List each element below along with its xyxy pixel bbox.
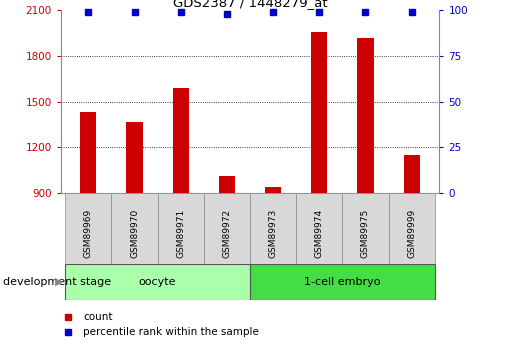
- Text: GSM89999: GSM89999: [407, 209, 416, 258]
- Bar: [219, 176, 235, 193]
- Text: oocyte: oocyte: [139, 277, 176, 287]
- Bar: [80, 112, 96, 193]
- Text: development stage: development stage: [3, 277, 111, 287]
- Text: GSM89972: GSM89972: [222, 209, 231, 258]
- Text: GSM89970: GSM89970: [130, 209, 139, 258]
- Text: GSM89974: GSM89974: [315, 209, 324, 258]
- Text: GSM89971: GSM89971: [176, 209, 185, 258]
- Title: GDS2387 / 1448279_at: GDS2387 / 1448279_at: [173, 0, 327, 9]
- Bar: [403, 155, 420, 193]
- Bar: [388, 193, 435, 264]
- Text: count: count: [83, 312, 113, 322]
- Bar: [126, 121, 142, 193]
- Bar: [250, 264, 435, 300]
- Bar: [158, 193, 204, 264]
- Bar: [250, 193, 296, 264]
- Bar: [65, 264, 250, 300]
- Bar: [358, 38, 374, 193]
- Text: GSM89969: GSM89969: [84, 209, 93, 258]
- Bar: [296, 193, 342, 264]
- Text: GSM89973: GSM89973: [269, 209, 278, 258]
- Bar: [265, 187, 281, 193]
- Bar: [173, 88, 189, 193]
- Bar: [65, 193, 112, 264]
- Text: 1-cell embryo: 1-cell embryo: [304, 277, 381, 287]
- Text: GSM89975: GSM89975: [361, 209, 370, 258]
- Text: ▶: ▶: [55, 277, 63, 287]
- Bar: [311, 32, 327, 193]
- Bar: [112, 193, 158, 264]
- Text: percentile rank within the sample: percentile rank within the sample: [83, 327, 259, 337]
- Bar: [204, 193, 250, 264]
- Bar: [342, 193, 388, 264]
